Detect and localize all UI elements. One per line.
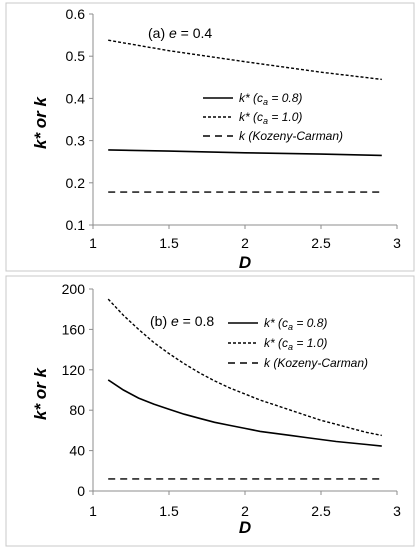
y-tick-label: 0.4 bbox=[66, 90, 86, 106]
y-tick-label: 120 bbox=[62, 362, 86, 378]
x-tick-label: 3 bbox=[393, 235, 401, 251]
panel-label: (b) e = 0.8 bbox=[150, 313, 214, 329]
x-tick-label: 3 bbox=[393, 503, 401, 519]
legend-entry: k* (ca = 1.0) bbox=[264, 336, 327, 352]
y-tick-label: 0.6 bbox=[66, 6, 86, 22]
x-tick-label: 2.5 bbox=[311, 235, 331, 251]
x-tick-label: 1 bbox=[89, 235, 97, 251]
y-tick-label: 40 bbox=[69, 443, 85, 459]
x-tick-label: 1.5 bbox=[159, 503, 179, 519]
chart-panel-a: 0.1 0.2 0.3 0.4 0.5 0.6 1 1.5 2 2.5 3 Dk* or k (a) e… bbox=[5, 2, 415, 272]
y-tick-label: 0.2 bbox=[66, 175, 86, 191]
y-tick-label: 160 bbox=[62, 321, 86, 337]
series-line-solid bbox=[107, 379, 382, 447]
panel-label: (a) e = 0.4 bbox=[148, 25, 212, 41]
y-tick-label: 80 bbox=[69, 402, 85, 418]
x-axis-label: D bbox=[239, 253, 251, 272]
x-tick-label: 2.5 bbox=[311, 503, 331, 519]
y-tick-label: 0.1 bbox=[66, 217, 86, 233]
chart-panel-b: 0 40 80 120 160 200 1 1.5 2 2.5 3 Dk* or k (b) e = 0… bbox=[5, 275, 415, 547]
x-tick-label: 1.5 bbox=[159, 235, 179, 251]
y-tick-label: 0.5 bbox=[66, 48, 86, 64]
panel-frame bbox=[5, 2, 415, 272]
x-tick-label: 2 bbox=[241, 235, 249, 251]
series-line-dotted bbox=[108, 39, 382, 81]
y-tick-label: 0.3 bbox=[66, 133, 86, 149]
x-axis-label: D bbox=[239, 518, 251, 537]
y-axis-label: k* or k bbox=[31, 95, 50, 149]
legend-entry: k (Kozeny-Carman) bbox=[239, 129, 343, 143]
y-axis-label: k* or k bbox=[31, 366, 50, 420]
legend-entry: k* (ca = 0.8) bbox=[264, 316, 327, 332]
x-tick-label: 2 bbox=[241, 503, 249, 519]
x-tick-label: 1 bbox=[89, 503, 97, 519]
y-tick-label: 0 bbox=[77, 483, 85, 499]
legend: k* (ca = 0.8) k* (ca = 1.0) k (Kozeny-Carm… bbox=[228, 316, 368, 370]
y-tick-label: 200 bbox=[62, 281, 86, 297]
series-line-solid bbox=[108, 149, 382, 157]
legend-entry: k (Kozeny-Carman) bbox=[264, 356, 368, 370]
legend-entry: k* (ca = 1.0) bbox=[239, 110, 302, 126]
legend: k* (ca = 0.8) k* (ca = 1.0) k (Kozeny-Carm… bbox=[203, 91, 343, 143]
panel-frame bbox=[5, 275, 415, 547]
legend-entry: k* (ca = 0.8) bbox=[239, 91, 302, 107]
